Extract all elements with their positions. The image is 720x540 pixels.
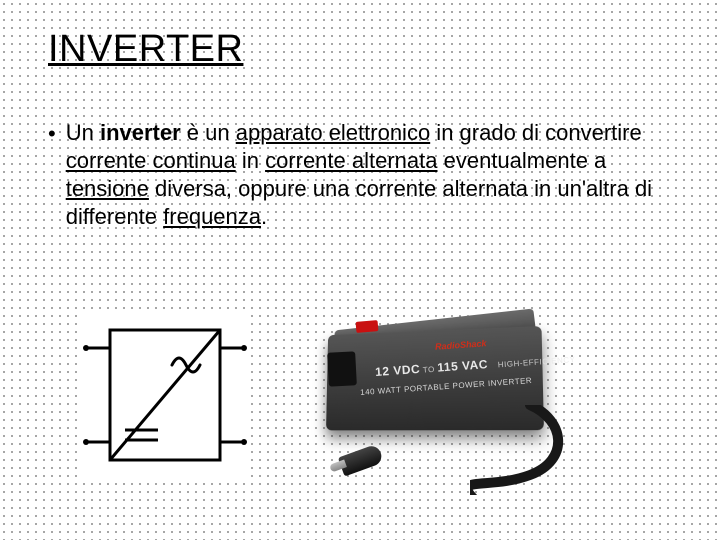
text-run: Un [66,120,100,145]
bullet-text: Un inverter è un apparato elettronico in… [66,119,672,232]
car-plug-icon [330,440,390,490]
inverter-symbol-svg [80,310,250,480]
power-switch-icon [356,320,379,333]
text-run: è un [181,120,236,145]
text-run: in [236,148,265,173]
link-corrente-continua[interactable]: corrente continua [66,148,236,173]
slide-title: INVERTER [48,28,672,71]
device-cable [470,405,580,495]
text-run: HIGH-EFFICIENCY [498,355,576,369]
text-run: eventualmente a [438,148,607,173]
link-frequenza[interactable]: frequenza [163,204,261,229]
device-outlet [327,351,357,386]
link-corrente-alternata[interactable]: corrente alternata [265,148,437,173]
text-run: TO [420,365,438,375]
bullet-marker: • [48,119,56,148]
inverter-photo: RadioShack 12 VDC TO 115 VAC HIGH-EFFICI… [290,310,590,500]
text-run: . [261,204,267,229]
link-tensione[interactable]: tensione [66,176,149,201]
images-row: RadioShack 12 VDC TO 115 VAC HIGH-EFFICI… [80,310,590,500]
text-run: diversa, oppure una corrente alternata i… [66,176,652,229]
bullet-item: • Un inverter è un apparato elettronico … [48,119,672,232]
text-run: in grado di convertire [430,120,642,145]
inverter-symbol [80,310,250,480]
link-apparato-elettronico[interactable]: apparato elettronico [236,120,430,145]
text-bold-inverter: inverter [100,120,181,145]
